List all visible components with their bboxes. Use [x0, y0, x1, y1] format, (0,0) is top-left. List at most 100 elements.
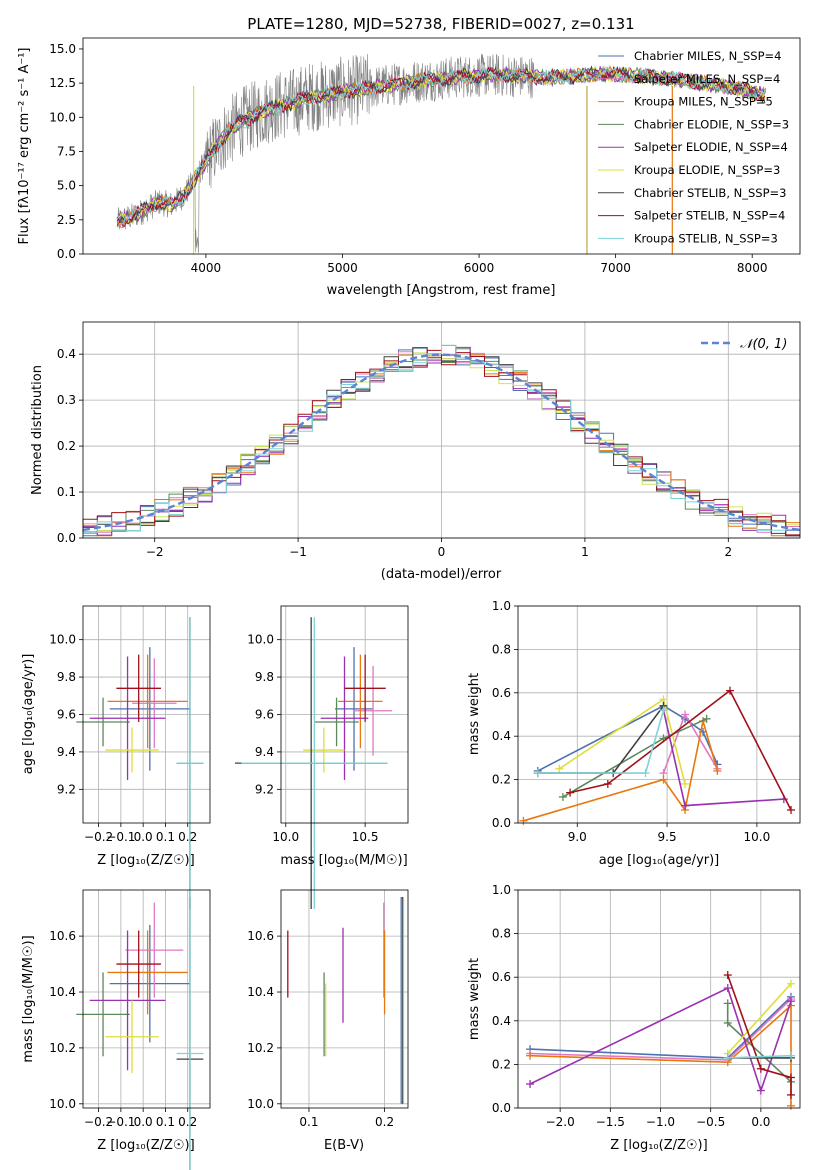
x-axis-label: Z [log₁₀(Z/Z☉)] — [97, 1138, 194, 1153]
plus-marker — [723, 999, 732, 1008]
y-tick-label: 9.4 — [57, 745, 76, 759]
mass-vs-extinction-panel: 0.1 0.2 10.0 10.2 10.4 10.6 E(B-V) — [247, 889, 409, 1153]
y-axis-label: Normed distribution — [30, 365, 45, 495]
plus-marker — [786, 1051, 795, 1060]
errorbar-point — [334, 647, 374, 771]
y-tick-label: 0.0 — [57, 531, 76, 545]
plus-marker — [786, 1101, 795, 1110]
y-tick-label: 0.2 — [492, 1057, 511, 1071]
plus-marker — [603, 779, 612, 788]
y-axis-label: Flux [fλ10⁻¹⁷ erg cm⁻² s⁻¹ A⁻¹] — [17, 48, 32, 245]
plus-marker — [786, 1090, 795, 1099]
x-axis-label: mass [log₁₀(M/M☉)] — [280, 853, 407, 868]
plus-marker — [702, 714, 711, 723]
model-spectrum-line — [116, 65, 766, 228]
errorbar-point — [76, 697, 130, 747]
x-tick-label: −0.5 — [696, 1115, 725, 1129]
x-axis-label: Z [log₁₀(Z/Z☉)] — [610, 1138, 707, 1153]
errorbar-point — [176, 617, 204, 910]
x-tick-label: 0.2 — [178, 830, 197, 844]
errorbar-point — [107, 654, 188, 749]
mass-weight-line — [569, 689, 792, 811]
y-tick-label: 10.0 — [49, 110, 76, 124]
errorbar-point — [116, 654, 161, 722]
chart-title: PLATE=1280, MJD=52738, FIBERID=0027, z=0… — [247, 15, 634, 33]
x-tick-label: 0.2 — [375, 1115, 394, 1129]
errorbar-point — [176, 896, 204, 1170]
x-axis-label: E(B-V) — [324, 1138, 364, 1153]
y-tick-label: 5.0 — [57, 179, 76, 193]
y-tick-label: 10.6 — [49, 929, 76, 943]
errorbar-point — [338, 654, 383, 749]
x-tick-label: −1 — [289, 545, 307, 559]
plus-marker — [681, 779, 690, 788]
plus-marker — [786, 979, 795, 988]
x-tick-label: 0.0 — [134, 1115, 153, 1129]
x-tick-label: 9.5 — [658, 830, 677, 844]
age-vs-metallicity-panel: −0.2−0.10.0 0.1 0.2 9.2 9.4 9.6 9.8 10.0 Z [log… — [21, 605, 211, 910]
x-tick-label: −2 — [146, 545, 164, 559]
x-tick-label: 6000 — [464, 261, 495, 275]
y-tick-label: 0.8 — [492, 927, 511, 941]
x-tick-label: −0.2 — [84, 1115, 113, 1129]
x-tick-label: −0.1 — [106, 1115, 135, 1129]
x-tick-label: 9.0 — [568, 830, 587, 844]
y-tick-label: 1.0 — [492, 883, 511, 897]
mass-weight-line — [726, 974, 792, 1095]
y-tick-label: 10.2 — [49, 1041, 76, 1055]
plus-marker — [756, 1086, 765, 1095]
panel-frame — [280, 889, 409, 1109]
errorbar-point — [314, 697, 359, 747]
plus-marker — [659, 706, 668, 715]
spectrum-frame — [82, 37, 801, 255]
y-tick-label: 0.6 — [492, 686, 511, 700]
y-tick-label: 1.0 — [492, 599, 511, 613]
plus-marker — [681, 710, 690, 719]
panel-frame — [517, 889, 801, 1109]
errorbar-point — [76, 972, 130, 1057]
x-axis-label: wavelength [Angstrom, rest frame] — [327, 283, 556, 298]
x-tick-label: 0 — [438, 545, 446, 559]
plus-marker — [723, 1018, 732, 1027]
y-axis-label: mass [log₁₀(M/M☉)] — [21, 935, 36, 1062]
legend-label: Chabrier MILES, N_SSP=4 — [634, 49, 781, 63]
mass-weight-vs-age-panel: 9.0 9.5 10.0 0.0 0.2 0.4 0.6 0.8 1.0 age [log₁₀(… — [467, 599, 801, 868]
errorbar-point — [116, 930, 161, 998]
x-tick-label: −1.0 — [646, 1115, 675, 1129]
plus-marker — [723, 984, 732, 993]
errorbar-point — [89, 656, 166, 780]
legend-label: Chabrier STELIB, N_SSP=3 — [634, 186, 786, 200]
plus-marker — [713, 766, 722, 775]
plus-marker — [566, 788, 575, 797]
errorbar-point — [105, 727, 159, 773]
y-axis-label: age [log₁₀(age/yr)] — [21, 654, 36, 775]
spectrum-panel: PLATE=1280, MJD=52738, FIBERID=0027, z=0… — [17, 15, 801, 298]
plus-marker — [756, 1064, 765, 1073]
plus-marker — [725, 686, 734, 695]
x-tick-label: 0.0 — [751, 1115, 770, 1129]
y-tick-label: 0.4 — [57, 347, 76, 361]
y-tick-label: 9.8 — [57, 670, 76, 684]
x-tick-label: 2 — [724, 545, 732, 559]
mass-weight-line — [558, 698, 686, 785]
legend: Chabrier MILES, N_SSP=4 Salpeter MILES, N… — [598, 49, 789, 245]
mass-weight-line — [727, 983, 792, 1055]
y-tick-label: 9.8 — [255, 670, 274, 684]
x-tick-label: 5000 — [327, 261, 358, 275]
mass-weight-line — [537, 704, 719, 772]
y-tick-label: 9.4 — [255, 745, 274, 759]
x-tick-label: 10.0 — [272, 830, 299, 844]
x-tick-label: 0.1 — [156, 1115, 175, 1129]
plus-marker — [723, 971, 732, 980]
y-tick-label: 0.8 — [492, 642, 511, 656]
mass-weight-line — [529, 986, 792, 1094]
y-tick-label: 9.6 — [255, 708, 274, 722]
errorbar-point — [107, 930, 188, 1015]
x-tick-label: 8000 — [737, 261, 768, 275]
errorbar-point — [241, 617, 388, 910]
errorbar-point — [89, 930, 166, 1071]
y-tick-label: 0.3 — [57, 393, 76, 407]
y-axis-label: mass weight — [467, 958, 482, 1040]
legend-label: Salpeter ELODIE, N_SSP=4 — [634, 140, 788, 154]
y-tick-label: 10.0 — [49, 633, 76, 647]
